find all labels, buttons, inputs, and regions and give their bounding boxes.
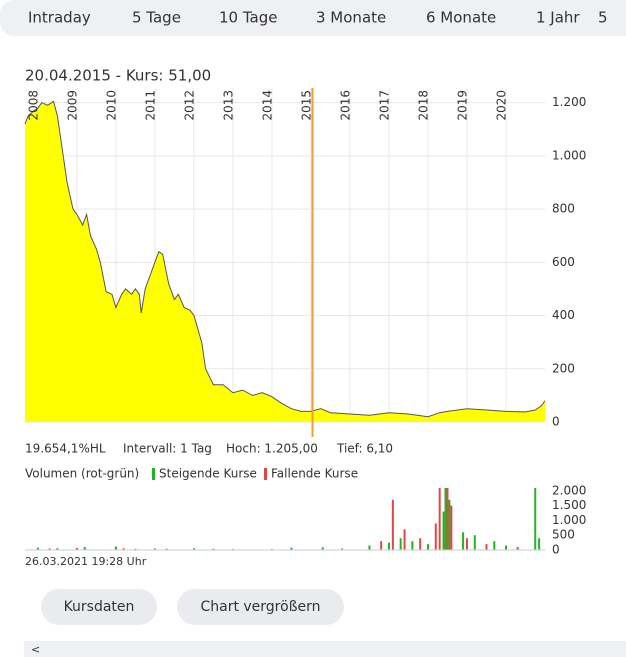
tab[interactable]: 6 Monate: [426, 9, 496, 27]
legend-label: Steigende Kurse: [159, 467, 257, 481]
y-tick-label: 1.000: [552, 148, 586, 162]
volume-bar: [56, 548, 59, 550]
timestamp: 26.03.2021 19:28 Uhr: [25, 555, 147, 568]
y-tick-label: 500: [552, 528, 575, 542]
tab-bar: [0, 0, 626, 36]
volume-bar: [538, 538, 541, 550]
volume-bar: [114, 546, 117, 550]
x-tick-label: 2015: [299, 90, 313, 121]
x-tick-label: 2009: [65, 90, 79, 121]
volume-bar: [462, 532, 465, 550]
y-tick-label: 1.200: [552, 95, 586, 109]
stat: 19.654,1%HL: [25, 442, 106, 456]
button-label[interactable]: Chart vergrößern: [200, 599, 320, 615]
x-tick-label: 2011: [143, 90, 157, 121]
volume-bar: [153, 548, 156, 550]
volume-bar: [438, 487, 441, 550]
volume-bar: [448, 499, 451, 550]
volume-bar: [403, 529, 406, 550]
y-tick-label: 1.500: [552, 498, 586, 512]
x-tick-label: 2018: [416, 90, 430, 121]
volume-bar: [368, 545, 371, 550]
price-area: [25, 101, 545, 423]
volume-bar: [485, 544, 488, 550]
volume-bar: [465, 538, 468, 550]
volume-bar: [341, 548, 344, 550]
x-tick-label: 2013: [221, 90, 235, 121]
volume-bar: [122, 548, 125, 550]
volume-bar: [165, 548, 168, 550]
x-tick-label: 2008: [26, 90, 40, 121]
volume-bar: [290, 547, 293, 550]
volume-bar: [134, 548, 137, 550]
stat: Tief: 6,10: [336, 442, 393, 456]
tab[interactable]: 10 Tage: [219, 9, 277, 27]
volume-bar: [83, 547, 86, 550]
volume-bar: [36, 547, 39, 550]
stat: Hoch: 1.205,00: [226, 442, 318, 456]
scroll-arrow[interactable]: <: [31, 643, 40, 656]
legend-swatch: [264, 468, 267, 480]
y-tick-label: 800: [552, 202, 575, 216]
volume-bar: [493, 541, 496, 550]
x-tick-label: 2017: [377, 90, 391, 121]
tab[interactable]: Intraday: [28, 9, 91, 27]
volume-bar: [419, 538, 422, 550]
volume-bar: [387, 542, 390, 550]
tab[interactable]: 5 Tage: [132, 9, 181, 27]
volume-title: Volumen (rot-grün): [25, 467, 139, 481]
volume-bar: [516, 547, 519, 550]
volume-bar: [212, 548, 215, 550]
y-tick-label: 200: [552, 361, 575, 375]
y-tick-label: 1.000: [552, 513, 586, 527]
volume-bar: [442, 511, 445, 550]
stat: Intervall: 1 Tag: [123, 442, 212, 456]
y-tick-label: 600: [552, 255, 575, 269]
volume-bar: [473, 535, 476, 550]
chart-title: 20.04.2015 - Kurs: 51,00: [25, 67, 211, 85]
volume-bar: [48, 548, 51, 550]
x-tick-label: 2019: [455, 90, 469, 121]
y-tick-label: 2.000: [552, 483, 586, 497]
volume-bar: [380, 541, 383, 550]
tab[interactable]: 5: [598, 9, 608, 27]
volume-bar: [192, 548, 195, 550]
scrollbar[interactable]: [24, 641, 626, 657]
tab[interactable]: 1 Jahr: [536, 9, 580, 27]
volume-bar: [450, 505, 453, 550]
volume-bar: [534, 487, 537, 550]
volume-bar: [399, 538, 402, 550]
button[interactable]: [41, 589, 157, 625]
x-tick-label: 2020: [494, 90, 508, 121]
y-tick-label: 0: [552, 415, 560, 429]
volume-bar: [75, 547, 78, 550]
x-tick-label: 2012: [182, 90, 196, 121]
x-tick-label: 2016: [338, 90, 352, 121]
volume-bar: [391, 499, 394, 550]
volume-bar: [446, 487, 449, 550]
x-tick-label: 2010: [104, 90, 118, 121]
price-line: [24, 100, 546, 418]
volume-bar: [426, 544, 429, 550]
volume-bar: [504, 545, 507, 550]
tab[interactable]: 3 Monate: [316, 9, 386, 27]
legend-swatch: [152, 468, 155, 480]
volume-bar: [411, 541, 414, 550]
button[interactable]: [177, 589, 344, 625]
volume-bar: [444, 487, 447, 550]
legend-label: Fallende Kurse: [271, 467, 358, 481]
volume-bar: [321, 547, 324, 550]
y-tick-label: 0: [552, 543, 560, 557]
x-tick-label: 2014: [260, 90, 274, 121]
volume-bar: [434, 523, 437, 550]
y-tick-label: 400: [552, 308, 575, 322]
button-label[interactable]: Kursdaten: [64, 599, 135, 615]
